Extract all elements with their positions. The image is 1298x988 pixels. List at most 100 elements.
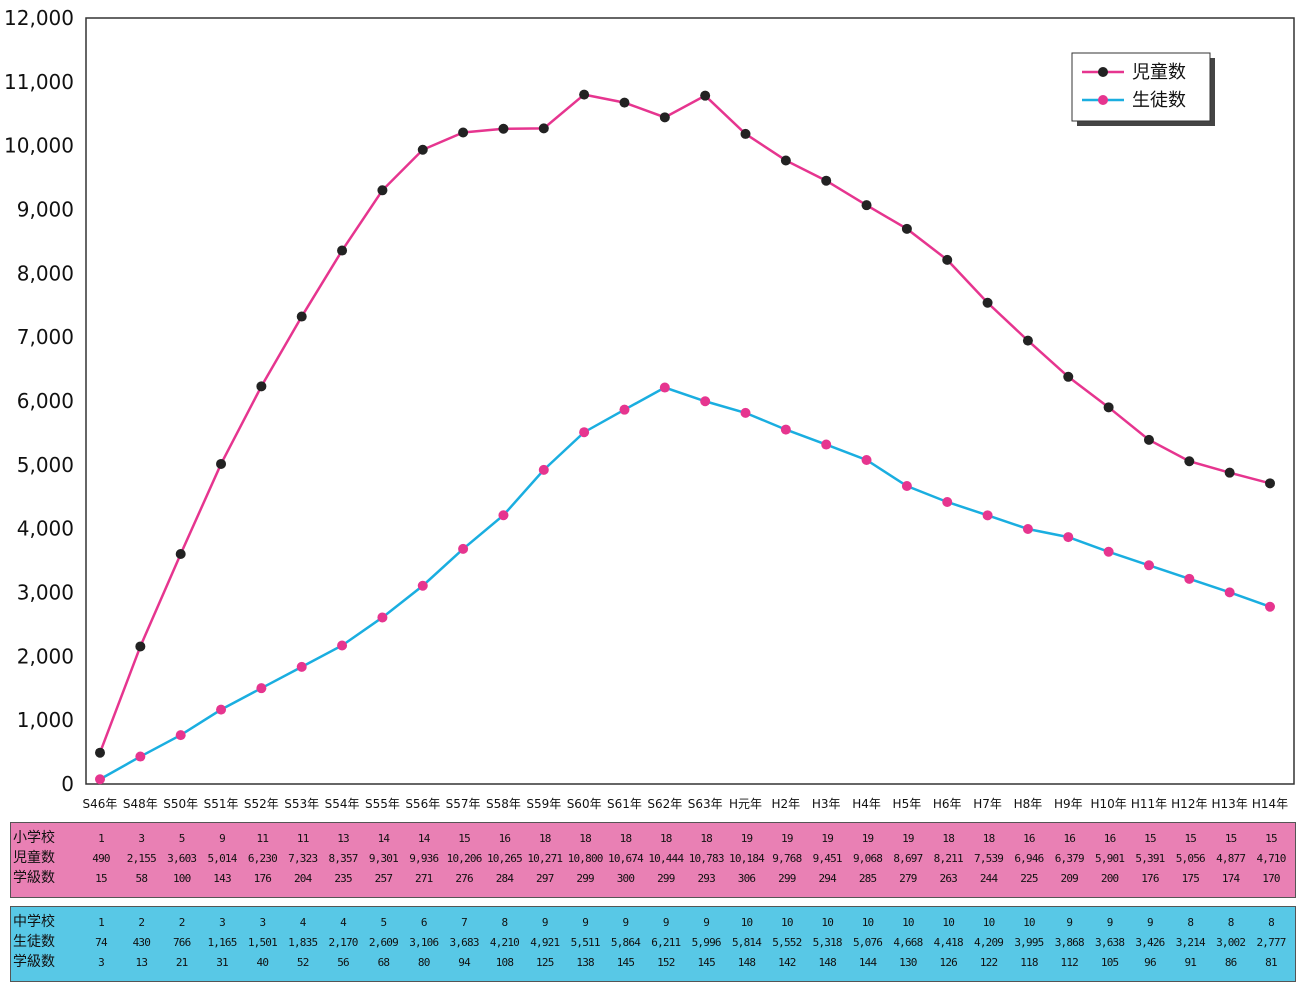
series-2-point <box>337 640 348 651</box>
x-tick-label: H3年 <box>812 797 841 811</box>
series-1-point <box>95 747 105 758</box>
series-2-point <box>740 407 751 418</box>
series-2-point <box>780 424 791 435</box>
series-1-point <box>538 123 549 134</box>
table-cell: 2 <box>138 916 145 929</box>
table-cell: 6,379 <box>1054 852 1085 865</box>
x-tick-label: S50年 <box>163 797 198 811</box>
x-tick-label: H7年 <box>973 797 1002 811</box>
series-1-point <box>700 90 711 101</box>
x-tick-label: S56年 <box>405 797 440 811</box>
table-cell: 118 <box>1020 956 1038 969</box>
table-cell: 299 <box>778 872 796 885</box>
table-cell: 91 <box>1184 956 1197 969</box>
y-tick-label: 1,000 <box>17 708 74 732</box>
x-tick-label: S57年 <box>446 797 481 811</box>
table-cell: 11 <box>256 832 269 845</box>
x-tick-label: S63年 <box>688 797 723 811</box>
table-cell: 9 <box>622 916 630 929</box>
table-cell: 21 <box>175 956 188 969</box>
table-cell: 80 <box>417 956 430 969</box>
series-2-point <box>175 730 186 741</box>
series-1-point <box>659 112 670 123</box>
table-cell: 96 <box>1144 956 1156 969</box>
x-tick-label: H6年 <box>933 797 962 811</box>
table-cell: 11 <box>296 832 309 845</box>
table-cell: 145 <box>616 956 635 969</box>
x-tick-label: H10年 <box>1090 797 1126 811</box>
table-cell: 10 <box>781 916 793 929</box>
x-tick-label: H14年 <box>1252 797 1288 811</box>
table-cell: 15 <box>1224 832 1237 845</box>
table-cell: 297 <box>536 872 554 885</box>
series-2-point <box>1103 546 1114 557</box>
x-tick-label: S52年 <box>244 797 279 811</box>
table-cell: 4,710 <box>1256 852 1286 865</box>
table-cell: 112 <box>1060 956 1079 969</box>
table-row: 学級数 15 58 100 143 176 204 235 257 271 276 284 297 299… <box>11 869 1295 888</box>
table-cell: 10,265 <box>486 852 523 865</box>
table-cell: 144 <box>858 956 877 969</box>
table-cell: 3,683 <box>449 936 480 949</box>
table-cell: 5 <box>380 916 387 929</box>
series-2-point <box>821 439 832 450</box>
table-cell: 10,184 <box>729 852 765 865</box>
table-cell: 5,014 <box>207 852 237 865</box>
table-cell: 9 <box>219 832 226 845</box>
legend-label: 児童数 <box>1132 62 1186 83</box>
y-tick-label: 3,000 <box>17 581 74 605</box>
table-cell: 14 <box>377 832 390 845</box>
table-cell: 2,170 <box>328 936 359 949</box>
table-cell: 3,995 <box>1014 936 1044 949</box>
x-tick-label: H11年 <box>1131 797 1167 811</box>
table-cell: 3,868 <box>1054 936 1085 949</box>
table-cell: 4 <box>299 916 307 929</box>
data-tables: 小学校 1 3 5 9 11 11 13 14 14 15 16 18 18 18 18 18 19 19 19 19 1… <box>10 822 1296 982</box>
table-cell: 18 <box>619 832 632 845</box>
x-tick-label: S53年 <box>284 797 319 811</box>
table-cell: 15 <box>1184 832 1197 845</box>
table-cell: 9 <box>703 916 710 929</box>
series-2-point <box>458 543 469 554</box>
table-cell: 9 <box>1066 916 1073 929</box>
series-1-point <box>579 89 590 100</box>
table-cell: 5,076 <box>852 936 883 949</box>
table-cell: 105 <box>1100 956 1119 969</box>
table-cell: 5,996 <box>691 936 722 949</box>
table-cell: 279 <box>899 872 917 885</box>
table-cell: 10,674 <box>608 852 644 865</box>
x-tick-label: S60年 <box>567 797 602 811</box>
table-cell: 5,391 <box>1135 852 1165 865</box>
table-cell: 148 <box>818 956 836 969</box>
series-2-point <box>95 774 105 785</box>
table-cell: 125 <box>536 956 554 969</box>
table-cell: 5,056 <box>1175 852 1206 865</box>
y-tick-label: 7,000 <box>17 325 74 349</box>
x-tick-label: H8年 <box>1014 797 1043 811</box>
table-row-label: 学級数 <box>13 954 55 970</box>
table-cell: 276 <box>455 872 473 885</box>
line-chart: 0 1,000 2,000 3,000 4,000 5,000 6,000 7,000 8,00… <box>4 6 1295 811</box>
table-cell: 9 <box>1147 916 1154 929</box>
table-cell: 142 <box>778 956 796 969</box>
table-cell: 10 <box>861 916 874 929</box>
series-1-point <box>1265 478 1275 489</box>
table-cell: 16 <box>1023 832 1035 845</box>
table-row-label: 児童数 <box>13 850 55 866</box>
table-cell: 209 <box>1060 872 1079 885</box>
table-cell: 8 <box>1187 916 1194 929</box>
table-cell: 130 <box>899 956 917 969</box>
y-tick-label: 0 <box>61 772 74 796</box>
table-cell: 10 <box>902 916 914 929</box>
table-cell: 9,068 <box>852 852 883 865</box>
table-cell: 52 <box>296 956 309 969</box>
series-1-point <box>458 127 469 138</box>
series-2-point <box>659 382 670 393</box>
series-2-point <box>579 427 590 438</box>
series-2-point <box>417 580 428 591</box>
table-cell: 13 <box>337 832 349 845</box>
table-cell: 10 <box>942 916 955 929</box>
series-1-point <box>901 223 912 234</box>
legend-swatch-marker <box>1098 95 1108 105</box>
table-cell: 5,511 <box>570 936 601 949</box>
